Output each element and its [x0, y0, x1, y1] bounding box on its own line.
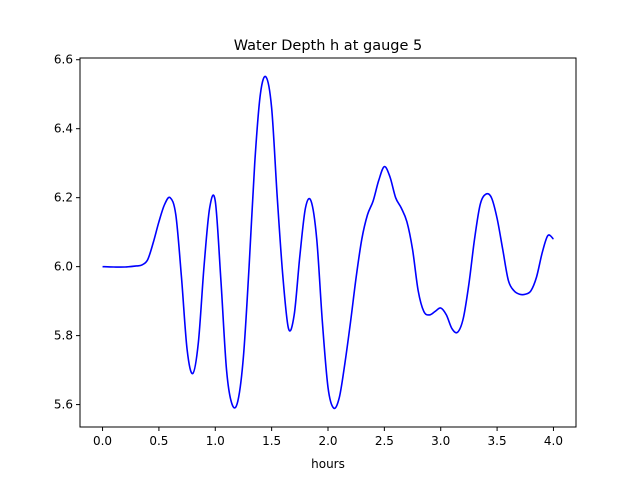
x-tick-label: 0.5	[149, 434, 168, 448]
x-tick-label: 1.0	[206, 434, 225, 448]
x-tick-label: 3.5	[488, 434, 507, 448]
chart-title: Water Depth h at gauge 5	[234, 38, 422, 54]
x-tick-label: 1.5	[262, 434, 281, 448]
x-tick-label: 3.0	[431, 434, 450, 448]
x-tick-label: 2.5	[375, 434, 394, 448]
y-tick-label: 5.8	[54, 329, 73, 343]
y-tick-label: 6.4	[54, 122, 73, 136]
series-layer	[102, 75, 554, 410]
y-tick-label: 6.6	[54, 53, 73, 67]
y-tick-label: 6.2	[54, 191, 73, 205]
x-tick-label: 2.0	[318, 434, 337, 448]
y-tick-label: 5.6	[54, 398, 73, 412]
x-tick-label: 4.0	[544, 434, 563, 448]
series-line-0	[102, 75, 554, 410]
y-tick-label: 6.0	[54, 260, 73, 274]
x-axis-ticks: 0.0 0.5 1.0 1.5 2.0 2.5 3.0 3.5 4.0	[93, 427, 563, 448]
y-axis-ticks: 5.6 5.8 6.0 6.2 6.4 6.6	[54, 53, 80, 412]
x-tick-label: 0.0	[93, 434, 112, 448]
x-axis-label: hours	[311, 457, 345, 471]
